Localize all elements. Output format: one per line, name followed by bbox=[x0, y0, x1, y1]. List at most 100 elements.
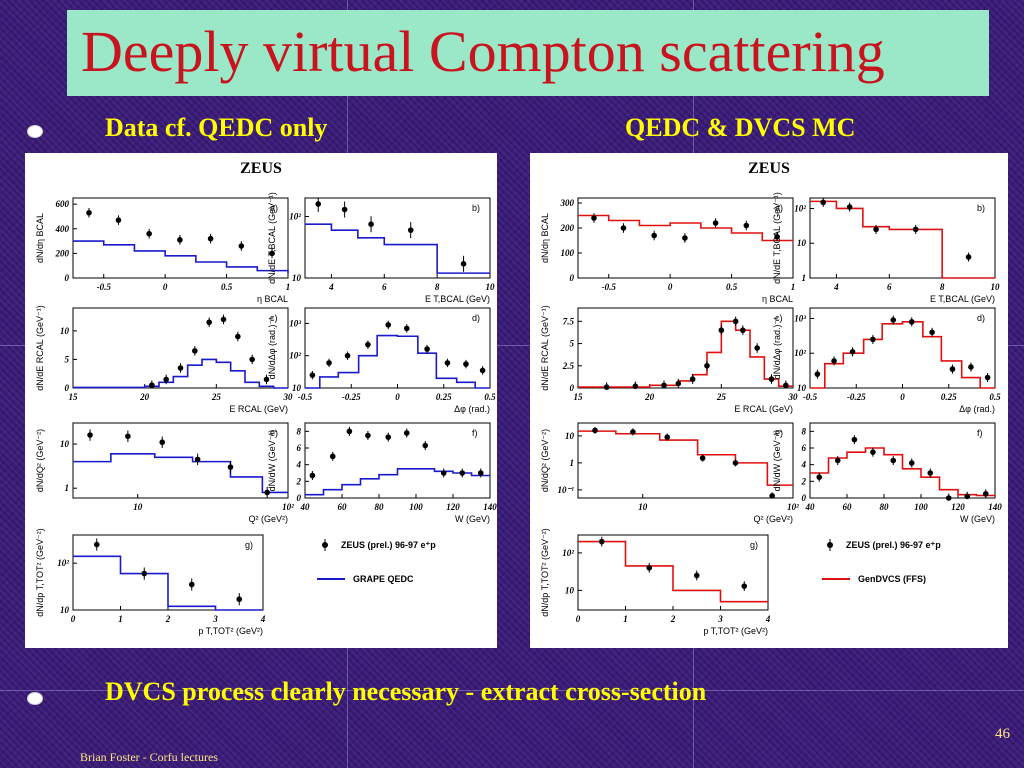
x-tick-label: 60 bbox=[843, 502, 853, 512]
data-point bbox=[149, 382, 155, 388]
y-tick-label: 10² bbox=[289, 212, 301, 222]
subplot-frame bbox=[304, 307, 491, 389]
x-axis-label: η BCAL bbox=[762, 294, 793, 304]
data-point bbox=[945, 495, 952, 501]
x-tick-label: 0 bbox=[576, 614, 581, 624]
x-tick-label: 0.5 bbox=[726, 282, 738, 292]
data-point bbox=[870, 449, 876, 455]
mc-histogram bbox=[305, 334, 490, 389]
data-point bbox=[740, 327, 746, 334]
x-tick-label: -0.5 bbox=[803, 392, 818, 402]
subplot-b: 4 6 8 10 1 10 10² b) E T,BCAL (GeV) dN/dE T,BCAL … bbox=[772, 192, 1000, 304]
data-point bbox=[949, 366, 956, 372]
data-point bbox=[890, 317, 897, 323]
data-point bbox=[814, 371, 821, 377]
y-tick-label: 10² bbox=[794, 203, 806, 213]
chart-title: ZEUS bbox=[240, 160, 282, 177]
mc-histogram bbox=[73, 453, 288, 494]
y-axis-label: dN/dE T,BCAL (GeV⁻¹) bbox=[772, 192, 782, 284]
data-point bbox=[235, 333, 241, 340]
subplot-label: d) bbox=[977, 313, 985, 323]
data-point bbox=[718, 327, 725, 334]
x-tick-label: 20 bbox=[139, 392, 150, 402]
x-tick-label: 15 bbox=[69, 392, 79, 402]
y-tick-label: 4 bbox=[296, 460, 302, 470]
subplot-c: 15 20 25 30 0 2.5 5 7.5 c) E RCAL (GeV) dN/dE RCAL… bbox=[540, 305, 798, 414]
y-tick-label: 0 bbox=[297, 493, 302, 503]
y-tick-label: 600 bbox=[56, 199, 70, 209]
data-point bbox=[326, 360, 332, 366]
x-tick-label: 100 bbox=[409, 502, 423, 512]
mc-histogram bbox=[578, 430, 793, 486]
y-tick-label: 7.5 bbox=[563, 316, 575, 326]
data-point bbox=[309, 472, 316, 479]
data-point bbox=[661, 382, 667, 389]
y-axis-label: dN/dQ² (GeV⁻²) bbox=[35, 429, 45, 492]
subplot-label: b) bbox=[977, 203, 985, 213]
data-point bbox=[424, 346, 430, 352]
x-tick-label: 80 bbox=[375, 502, 385, 512]
data-point bbox=[341, 206, 348, 213]
x-tick-label: 2 bbox=[165, 614, 171, 624]
chart-title: ZEUS bbox=[748, 160, 790, 177]
y-tick-label: 10 bbox=[60, 605, 70, 615]
data-point bbox=[834, 457, 841, 464]
data-point bbox=[440, 470, 447, 476]
data-point bbox=[646, 565, 653, 571]
y-axis-label: dN/dE RCAL (GeV⁻¹) bbox=[35, 305, 45, 390]
data-point bbox=[479, 367, 486, 374]
data-point bbox=[693, 572, 700, 579]
data-point bbox=[820, 199, 827, 206]
y-tick-label: 8 bbox=[802, 426, 807, 436]
data-point bbox=[769, 493, 775, 499]
subplot-frame bbox=[577, 307, 794, 389]
data-point bbox=[477, 470, 484, 476]
x-tick-label: 1 bbox=[791, 282, 796, 292]
legend: ZEUS (prel.) 96-97 e⁺p GRAPE QEDC bbox=[317, 539, 436, 584]
data-point bbox=[620, 225, 627, 231]
x-tick-label: -0.5 bbox=[298, 392, 313, 402]
data-point bbox=[444, 360, 451, 366]
data-point bbox=[712, 220, 719, 226]
data-point bbox=[407, 227, 414, 233]
data-point bbox=[732, 460, 739, 466]
data-point bbox=[783, 382, 789, 389]
data-point bbox=[86, 209, 92, 216]
x-tick-label: 10 bbox=[133, 502, 143, 512]
y-tick-label: 400 bbox=[55, 224, 70, 234]
x-axis-label: Δφ (rad.) bbox=[959, 404, 995, 414]
data-point bbox=[651, 232, 657, 239]
x-axis-label: W (GeV) bbox=[455, 514, 490, 524]
data-point bbox=[238, 243, 245, 249]
data-point bbox=[603, 384, 610, 390]
data-point bbox=[908, 319, 915, 325]
y-axis-label: dN/dQ² (GeV⁻²) bbox=[540, 429, 550, 492]
x-tick-label: 120 bbox=[446, 502, 460, 512]
y-tick-label: 10 bbox=[60, 439, 70, 449]
data-point bbox=[699, 455, 706, 461]
data-point bbox=[732, 318, 739, 325]
subplot-frame bbox=[72, 197, 289, 279]
data-point bbox=[741, 583, 748, 589]
y-axis-label: dN/dΔφ (rad.)⁻¹ bbox=[267, 317, 277, 380]
y-axis-label: dN/dW (GeV⁻¹) bbox=[267, 430, 277, 492]
data-point bbox=[664, 434, 671, 440]
subplot-label: e) bbox=[270, 428, 278, 438]
subplot-label: b) bbox=[472, 203, 480, 213]
left-heading: Data cf. QEDC only bbox=[105, 113, 328, 142]
legend-mc-label: GenDVCS (FFS) bbox=[858, 574, 926, 584]
x-axis-label: E T,BCAL (GeV) bbox=[930, 294, 995, 304]
y-axis-label: dN/dE RCAL (GeV⁻¹) bbox=[540, 305, 550, 390]
x-tick-label: -0.25 bbox=[342, 392, 361, 402]
x-tick-label: 20 bbox=[644, 392, 655, 402]
data-point bbox=[743, 222, 750, 229]
data-point bbox=[927, 470, 934, 476]
y-axis-label: dN/dη BCAL bbox=[540, 213, 550, 263]
subplot-b: 4 6 8 10 10 10² b) E T,BCAL (GeV) dN/dE T,BCAL (… bbox=[267, 192, 495, 304]
y-tick-label: 10 bbox=[292, 273, 302, 283]
mc-histogram bbox=[810, 200, 995, 279]
subplot-d: -0.5 -0.25 0 0.25 0.5 10 10² 10³ d) Δφ (rad.) dN/d… bbox=[267, 307, 496, 414]
x-tick-label: 2 bbox=[670, 614, 676, 624]
subplot-label: a) bbox=[270, 203, 278, 213]
